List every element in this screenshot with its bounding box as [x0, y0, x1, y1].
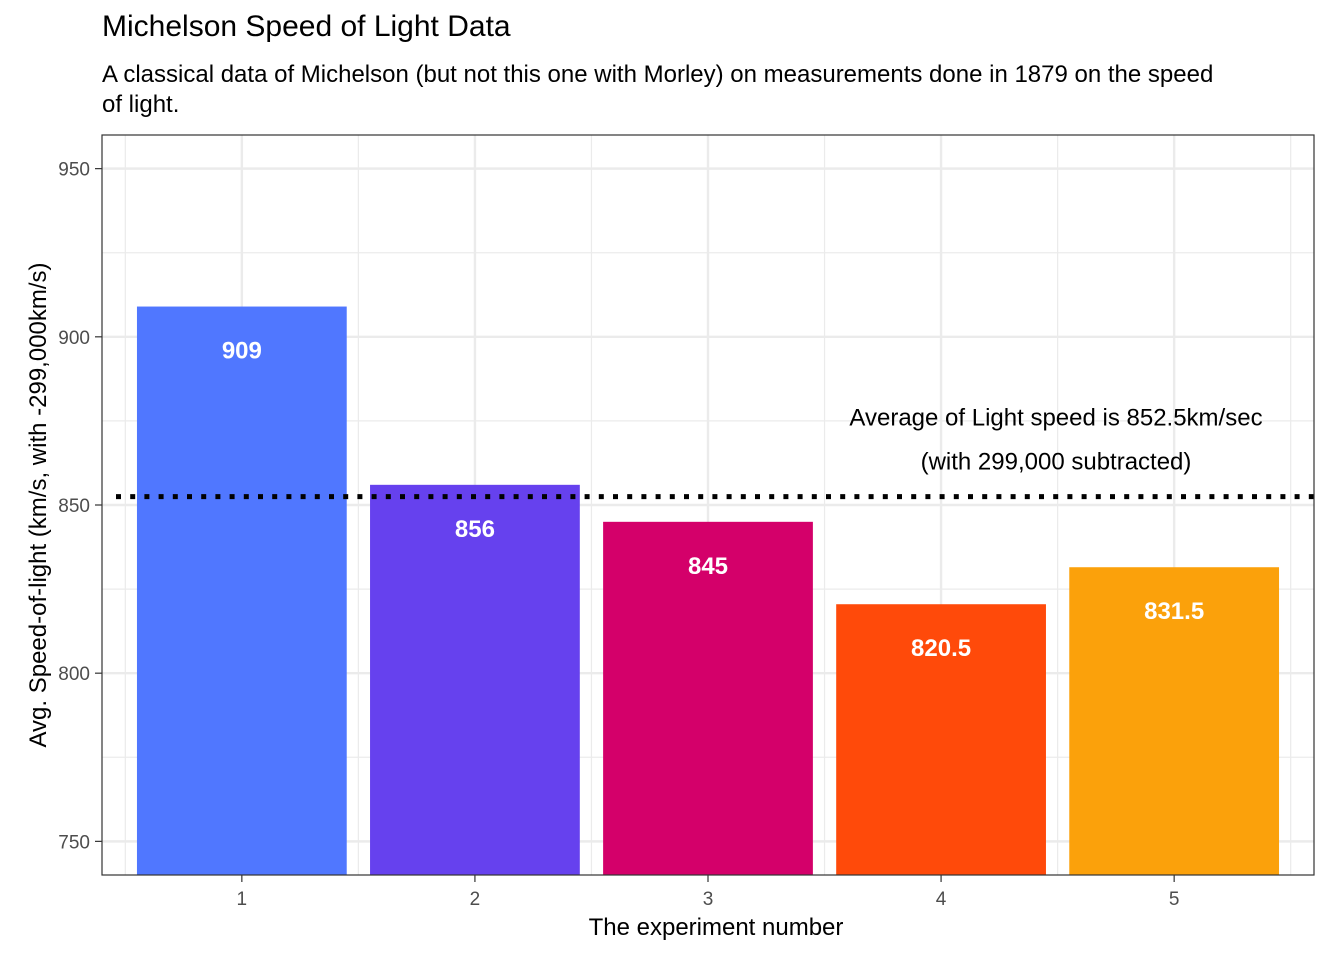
chart-title: Michelson Speed of Light Data — [102, 10, 511, 43]
x-tick-label: 5 — [1169, 889, 1180, 910]
bar-1 — [136, 306, 347, 876]
bars — [136, 306, 1280, 876]
bar-value-label-2: 856 — [455, 516, 495, 543]
x-axis-title: The experiment number — [588, 914, 844, 941]
x-tick-label: 3 — [703, 889, 714, 910]
bar-5 — [1069, 567, 1280, 875]
bar-value-label-3: 845 — [688, 553, 728, 580]
y-axis: 750 800 850 900 950 — [58, 160, 102, 853]
bar-value-labels: 909 856 845 820.5 831.5 — [222, 338, 1204, 663]
average-annotation-line1: Average of Light speed is 852.5km/sec — [849, 405, 1262, 432]
y-axis-title: Avg. Speed-of-light (km/s, with -299,000… — [25, 262, 52, 748]
bar-2 — [370, 484, 580, 875]
y-tick-label: 850 — [58, 496, 90, 517]
y-tick-label: 900 — [58, 328, 90, 349]
x-tick-label: 1 — [237, 889, 248, 910]
bar-value-label-4: 820.5 — [911, 635, 971, 662]
x-tick-label: 4 — [936, 889, 947, 910]
chart-subtitle: A classical data of Michelson (but not t… — [102, 61, 1214, 118]
bar-4 — [836, 604, 1046, 875]
y-tick-label: 950 — [58, 160, 90, 181]
x-axis: 1 2 3 4 5 — [237, 875, 1180, 910]
y-tick-label: 750 — [58, 832, 90, 853]
x-tick-label: 2 — [470, 889, 481, 910]
y-tick-label: 800 — [58, 664, 90, 685]
bar-3 — [603, 521, 813, 875]
average-annotation-line2: (with 299,000 subtracted) — [921, 449, 1192, 476]
bar-value-label-1: 909 — [222, 338, 262, 365]
bar-value-label-5: 831.5 — [1144, 598, 1204, 625]
